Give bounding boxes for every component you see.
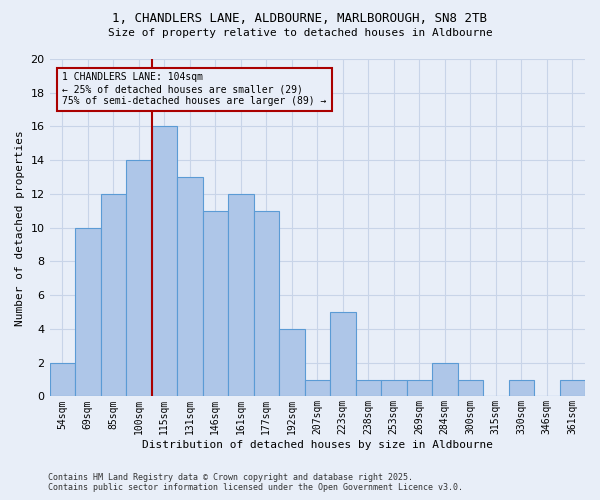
Bar: [432, 362, 458, 396]
Y-axis label: Number of detached properties: Number of detached properties: [15, 130, 25, 326]
Text: Contains HM Land Registry data © Crown copyright and database right 2025.
Contai: Contains HM Land Registry data © Crown c…: [48, 473, 463, 492]
Bar: [330, 312, 356, 396]
Bar: [75, 228, 101, 396]
Bar: [50, 362, 75, 396]
Bar: [560, 380, 585, 396]
Bar: [356, 380, 381, 396]
Bar: [407, 380, 432, 396]
Bar: [305, 380, 330, 396]
Text: 1, CHANDLERS LANE, ALDBOURNE, MARLBOROUGH, SN8 2TB: 1, CHANDLERS LANE, ALDBOURNE, MARLBOROUG…: [113, 12, 487, 26]
X-axis label: Distribution of detached houses by size in Aldbourne: Distribution of detached houses by size …: [142, 440, 493, 450]
Bar: [203, 211, 228, 396]
Text: 1 CHANDLERS LANE: 104sqm
← 25% of detached houses are smaller (29)
75% of semi-d: 1 CHANDLERS LANE: 104sqm ← 25% of detach…: [62, 72, 326, 106]
Bar: [279, 329, 305, 396]
Bar: [126, 160, 152, 396]
Bar: [254, 211, 279, 396]
Text: Size of property relative to detached houses in Aldbourne: Size of property relative to detached ho…: [107, 28, 493, 38]
Bar: [152, 126, 177, 396]
Bar: [381, 380, 407, 396]
Bar: [509, 380, 534, 396]
Bar: [101, 194, 126, 396]
Bar: [458, 380, 483, 396]
Bar: [228, 194, 254, 396]
Bar: [177, 177, 203, 396]
